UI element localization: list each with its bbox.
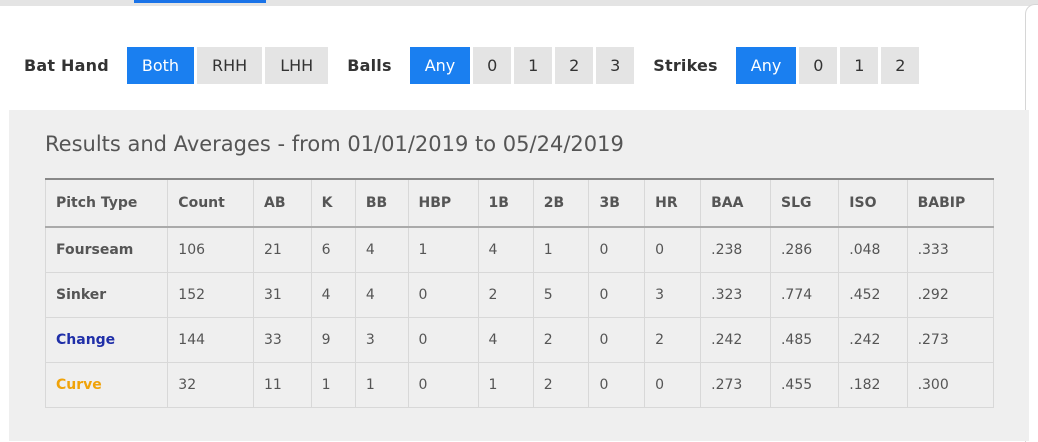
table-row: Sinker 152 31 4 4 0 2 5 0 3.323.774.452.292 bbox=[44, 272, 995, 318]
table-cell: .774 bbox=[769, 272, 840, 318]
pitch-type-cell: Curve bbox=[44, 362, 169, 408]
pitch-type-cell: Sinker bbox=[44, 272, 169, 318]
column-header: HR bbox=[644, 178, 702, 228]
bat-hand-label: Bat Hand bbox=[24, 56, 109, 75]
table-cell: .182 bbox=[838, 362, 908, 408]
column-header: BB bbox=[354, 178, 409, 228]
column-header: ISO bbox=[838, 178, 908, 228]
column-header: SLG bbox=[769, 178, 840, 228]
table-cell: .333 bbox=[906, 226, 995, 273]
table-cell: 0 bbox=[588, 272, 646, 318]
table-cell: 106 bbox=[167, 226, 254, 273]
table-cell: 2 bbox=[477, 272, 534, 318]
column-header: AB bbox=[253, 178, 312, 228]
table-cell: 4 bbox=[477, 317, 534, 363]
balls-2-button[interactable]: 2 bbox=[555, 47, 594, 84]
table-cell: 152 bbox=[167, 272, 254, 318]
table-cell: 1 bbox=[310, 362, 356, 408]
strikes-1-button[interactable]: 1 bbox=[840, 47, 879, 84]
table-cell: 0 bbox=[588, 317, 646, 363]
table-cell: 2 bbox=[644, 317, 702, 363]
strikes-0-button[interactable]: 0 bbox=[799, 47, 838, 84]
table-cell: 32 bbox=[167, 362, 254, 408]
table-cell: 0 bbox=[588, 226, 646, 273]
bat-hand-rhh-button[interactable]: RHH bbox=[197, 47, 263, 84]
table-cell: 11 bbox=[253, 362, 312, 408]
column-header: 1B bbox=[477, 178, 534, 228]
table-cell: 21 bbox=[253, 226, 312, 273]
column-header: Count bbox=[167, 178, 254, 228]
table-cell: 2 bbox=[532, 362, 590, 408]
active-tab-indicator[interactable] bbox=[134, 0, 266, 3]
table-cell: 4 bbox=[354, 272, 409, 318]
table-cell: .273 bbox=[906, 317, 995, 363]
table-cell: 9 bbox=[310, 317, 356, 363]
table-cell: .292 bbox=[906, 272, 995, 318]
table-cell: 3 bbox=[354, 317, 409, 363]
table-cell: .242 bbox=[700, 317, 771, 363]
table-cell: .455 bbox=[769, 362, 840, 408]
table-cell: 2 bbox=[532, 317, 590, 363]
table-cell: 0 bbox=[407, 317, 479, 363]
table-cell: 3 bbox=[644, 272, 702, 318]
table-row: Curve 32 11 1 1 0 1 2 0 0.273.455.182.300 bbox=[44, 362, 995, 408]
table-cell: .273 bbox=[700, 362, 771, 408]
table-cell: 4 bbox=[354, 226, 409, 273]
strikes-any-button[interactable]: Any bbox=[735, 47, 797, 84]
table-cell: .323 bbox=[700, 272, 771, 318]
table-cell: 1 bbox=[354, 362, 409, 408]
column-header: HBP bbox=[407, 178, 479, 228]
balls-0-button[interactable]: 0 bbox=[473, 47, 512, 84]
table-cell: 144 bbox=[167, 317, 254, 363]
table-cell: .452 bbox=[838, 272, 908, 318]
balls-label: Balls bbox=[347, 56, 392, 75]
strikes-label: Strikes bbox=[653, 56, 718, 75]
column-header: K bbox=[310, 178, 356, 228]
table-cell: 1 bbox=[407, 226, 479, 273]
column-header: 3B bbox=[588, 178, 646, 228]
table-cell: .300 bbox=[906, 362, 995, 408]
pitch-type-cell: Fourseam bbox=[44, 226, 169, 273]
table-row: Fourseam 106 21 6 4 1 4 1 0 0.238.286.048.333 bbox=[44, 226, 995, 273]
balls-1-button[interactable]: 1 bbox=[514, 47, 553, 84]
table-cell: .485 bbox=[769, 317, 840, 363]
table-cell: 0 bbox=[644, 226, 702, 273]
table-cell: 0 bbox=[644, 362, 702, 408]
table-cell: 1 bbox=[532, 226, 590, 273]
pitch-type-cell: Change bbox=[44, 317, 169, 363]
bat-hand-lhh-button[interactable]: LHH bbox=[265, 47, 329, 84]
table-cell: 4 bbox=[477, 226, 534, 273]
table-cell: .242 bbox=[838, 317, 908, 363]
table-cell: 4 bbox=[310, 272, 356, 318]
bat-hand-both-button[interactable]: Both bbox=[126, 47, 195, 84]
table-cell: 33 bbox=[253, 317, 312, 363]
table-cell: .238 bbox=[700, 226, 771, 273]
table-cell: .286 bbox=[769, 226, 840, 273]
table-cell: 6 bbox=[310, 226, 356, 273]
table-cell: 5 bbox=[532, 272, 590, 318]
results-table: Pitch Type Count AB K BB HBP 1B 2B 3B HR BAA SLG ISO… bbox=[44, 178, 995, 408]
column-header: Pitch Type bbox=[44, 178, 169, 228]
top-bar bbox=[0, 0, 1038, 6]
table-row: Change 144 33 9 3 0 4 2 0 2.242.485.242.273 bbox=[44, 317, 995, 363]
table-cell: 1 bbox=[477, 362, 534, 408]
table-cell: 0 bbox=[407, 362, 479, 408]
column-header: BABIP bbox=[906, 178, 995, 228]
balls-3-button[interactable]: 3 bbox=[596, 47, 635, 84]
table-header-row: Pitch Type Count AB K BB HBP 1B 2B 3B HR BAA SLG ISO… bbox=[44, 178, 995, 228]
panel-title: Results and Averages - from 01/01/2019 t… bbox=[45, 132, 624, 156]
table-cell: 31 bbox=[253, 272, 312, 318]
table-body: Fourseam 106 21 6 4 1 4 1 0 0.238.286.048.333 Sink… bbox=[44, 226, 995, 408]
table-cell: .048 bbox=[838, 226, 908, 273]
table-cell: 0 bbox=[588, 362, 646, 408]
column-header: BAA bbox=[700, 178, 771, 228]
strikes-2-button[interactable]: 2 bbox=[881, 47, 920, 84]
balls-any-button[interactable]: Any bbox=[409, 47, 471, 84]
column-header: 2B bbox=[532, 178, 590, 228]
results-panel: Results and Averages - from 01/01/2019 t… bbox=[9, 110, 1029, 441]
filter-bar: Bat Hand Both RHH LHH Balls Any 0 1 2 3 … bbox=[24, 47, 922, 84]
table-cell: 0 bbox=[407, 272, 479, 318]
